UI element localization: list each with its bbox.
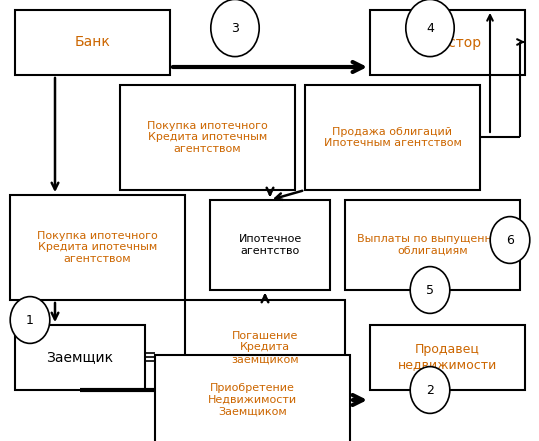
FancyBboxPatch shape xyxy=(305,85,480,190)
Text: 4: 4 xyxy=(426,22,434,34)
Ellipse shape xyxy=(10,297,50,344)
Text: 6: 6 xyxy=(506,233,514,247)
FancyBboxPatch shape xyxy=(210,200,330,290)
Text: 5: 5 xyxy=(426,284,434,296)
Text: Погашение
Кредита
заемщиком: Погашение Кредита заемщиком xyxy=(231,331,299,364)
Text: Выплаты по выпущенным
облигациям: Выплаты по выпущенным облигациям xyxy=(357,234,508,256)
Text: 2: 2 xyxy=(426,384,434,396)
Ellipse shape xyxy=(410,267,450,314)
FancyBboxPatch shape xyxy=(370,10,525,75)
Text: Ипотечное
агентство: Ипотечное агентство xyxy=(238,234,302,256)
FancyBboxPatch shape xyxy=(15,325,145,390)
FancyBboxPatch shape xyxy=(10,195,185,300)
Ellipse shape xyxy=(406,0,454,56)
FancyBboxPatch shape xyxy=(370,325,525,390)
Text: Продавец
недвижимости: Продавец недвижимости xyxy=(398,344,497,371)
Text: 1: 1 xyxy=(26,314,34,326)
FancyBboxPatch shape xyxy=(185,300,345,395)
Text: Заемщик: Заемщик xyxy=(46,351,114,365)
Text: Покупка ипотечного
Кредита ипотечным
агентством: Покупка ипотечного Кредита ипотечным аге… xyxy=(37,231,158,264)
Text: Продажа облигаций
Ипотечным агентством: Продажа облигаций Ипотечным агентством xyxy=(323,127,461,148)
FancyBboxPatch shape xyxy=(345,200,520,290)
Text: 3: 3 xyxy=(231,22,239,34)
Text: Покупка ипотечного
Кредита ипотечным
агентством: Покупка ипотечного Кредита ипотечным аге… xyxy=(147,121,268,154)
Ellipse shape xyxy=(410,366,450,413)
Ellipse shape xyxy=(490,217,530,263)
Text: Банк: Банк xyxy=(74,35,110,49)
FancyBboxPatch shape xyxy=(155,355,350,441)
Text: Инвестор: Инвестор xyxy=(413,35,482,49)
Ellipse shape xyxy=(211,0,259,56)
FancyBboxPatch shape xyxy=(15,10,170,75)
FancyBboxPatch shape xyxy=(120,85,295,190)
Text: Приобретение
Недвижимости
Заемщиком: Приобретение Недвижимости Заемщиком xyxy=(208,383,297,417)
